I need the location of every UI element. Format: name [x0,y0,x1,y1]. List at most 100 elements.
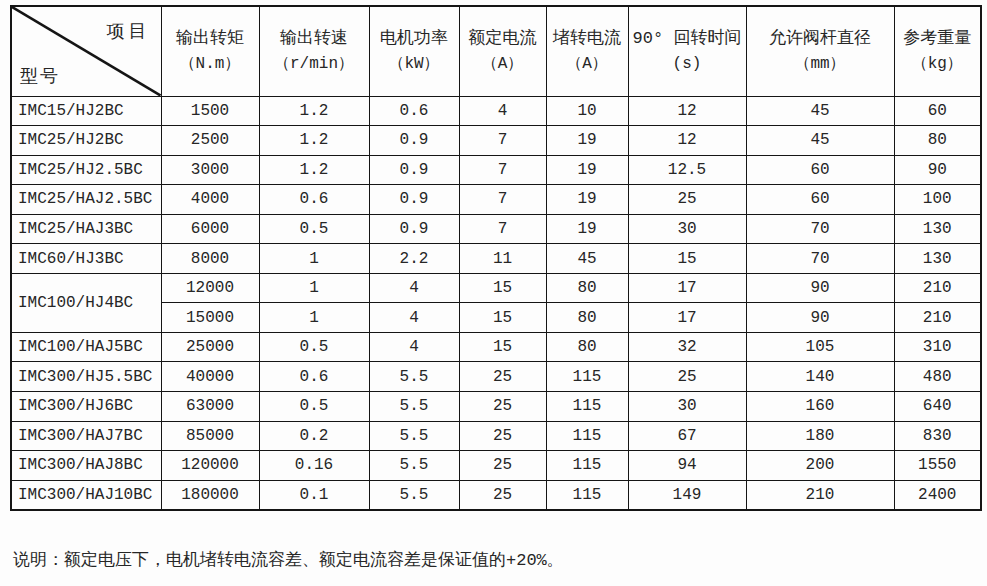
spec-table: 项目 型号 输出转矩 （N.m） 输出转速 （r/min） 电机功率 （kW） … [10,5,982,511]
value-cell: 90 [746,303,894,333]
table-row: IMC25/HJ2.5BC30001.20.971912.56090 [11,155,981,185]
value-cell: 12.5 [628,155,746,185]
value-cell: 2.2 [369,244,459,274]
value-cell: 25 [459,451,546,481]
value-cell: 32 [628,332,746,362]
value-cell: 10 [546,96,628,126]
value-cell: 830 [894,421,981,451]
value-cell: 0.6 [259,362,369,392]
column-header-reference-weight: 参考重量 （kg） [894,6,981,96]
model-cell: IMC25/HAJ3BC [11,214,161,244]
value-cell: 19 [546,126,628,156]
value-cell: 149 [628,480,746,510]
value-cell: 7 [459,155,546,185]
value-cell: 25 [459,421,546,451]
value-cell: 480 [894,362,981,392]
value-cell: 0.2 [259,421,369,451]
note-text: 说明：额定电压下，电机堵转电流容差、额定电流容差是保证值的+20%。 [13,548,564,571]
value-cell: 310 [894,332,981,362]
value-cell: 25 [628,362,746,392]
value-cell: 85000 [161,421,259,451]
column-label: 额定电流 [460,26,546,52]
model-cell: IMC25/HAJ2.5BC [11,185,161,215]
value-cell: 17 [628,303,746,333]
value-cell: 115 [546,362,628,392]
value-cell: 25 [459,391,546,421]
value-cell: 15000 [161,303,259,333]
header-row: 项目 型号 输出转矩 （N.m） 输出转速 （r/min） 电机功率 （kW） … [11,6,981,96]
value-cell: 60 [746,185,894,215]
table-row: IMC300/HAJ7BC850000.25.52511567180830 [11,421,981,451]
corner-header-cell: 项目 型号 [11,6,161,96]
column-unit: （kW） [370,52,459,77]
table-row: IMC300/HAJ10BC1800000.15.525115149210240… [11,480,981,510]
value-cell: 210 [894,273,981,303]
value-cell: 3000 [161,155,259,185]
value-cell: 12000 [161,273,259,303]
column-label: 允许阀杆直径 [747,26,894,52]
value-cell: 19 [546,214,628,244]
value-cell: 210 [746,480,894,510]
value-cell: 25 [628,185,746,215]
table-row: IMC60/HJ3BC800012.211451570130 [11,244,981,274]
value-cell: 40000 [161,362,259,392]
model-cell: IMC300/HAJ10BC [11,480,161,510]
value-cell: 17 [628,273,746,303]
value-cell: 19 [546,155,628,185]
column-label: 输出转矩 [162,26,259,52]
value-cell: 640 [894,391,981,421]
value-cell: 45 [746,96,894,126]
value-cell: 8000 [161,244,259,274]
value-cell: 7 [459,214,546,244]
value-cell: 45 [546,244,628,274]
value-cell: 60 [746,155,894,185]
column-unit: （kg） [895,52,981,77]
value-cell: 0.9 [369,126,459,156]
table-row: IMC300/HJ5.5BC400000.65.52511525140480 [11,362,981,392]
value-cell: 115 [546,480,628,510]
table-row: IMC100/HJ4BC120001415801790210 [11,273,981,303]
value-cell: 15 [459,303,546,333]
value-cell: 80 [546,332,628,362]
column-label: 参考重量 [895,26,981,52]
value-cell: 19 [546,185,628,215]
value-cell: 0.16 [259,451,369,481]
column-header-output-torque: 输出转矩 （N.m） [161,6,259,96]
value-cell: 4 [459,96,546,126]
value-cell: 5.5 [369,480,459,510]
value-cell: 30 [628,214,746,244]
value-cell: 4 [369,332,459,362]
value-cell: 15 [628,244,746,274]
model-cell: IMC60/HJ3BC [11,244,161,274]
value-cell: 180000 [161,480,259,510]
column-label: 90° 回转时间 [629,26,746,52]
column-header-rotation-time: 90° 回转时间 (s) [628,6,746,96]
column-unit: （A） [460,52,546,77]
table-row: IMC25/HJ2BC25001.20.9719124580 [11,126,981,156]
value-cell: 90 [894,155,981,185]
value-cell: 200 [746,451,894,481]
value-cell: 70 [746,214,894,244]
value-cell: 90 [746,273,894,303]
table-header: 项目 型号 输出转矩 （N.m） 输出转速 （r/min） 电机功率 （kW） … [11,6,981,96]
value-cell: 5.5 [369,391,459,421]
value-cell: 25000 [161,332,259,362]
value-cell: 130 [894,214,981,244]
value-cell: 80 [894,126,981,156]
value-cell: 80 [546,303,628,333]
value-cell: 5.5 [369,362,459,392]
value-cell: 15 [459,273,546,303]
value-cell: 0.6 [259,185,369,215]
value-cell: 4000 [161,185,259,215]
value-cell: 60 [894,96,981,126]
value-cell: 25 [459,362,546,392]
value-cell: 160 [746,391,894,421]
model-cell: IMC300/HAJ8BC [11,451,161,481]
table-row: IMC300/HAJ8BC1200000.165.525115942001550 [11,451,981,481]
value-cell: 115 [546,391,628,421]
value-cell: 1 [259,303,369,333]
value-cell: 2500 [161,126,259,156]
table-row: IMC15/HJ2BC15001.20.6410124560 [11,96,981,126]
value-cell: 0.9 [369,155,459,185]
column-unit: （N.m） [162,52,259,77]
